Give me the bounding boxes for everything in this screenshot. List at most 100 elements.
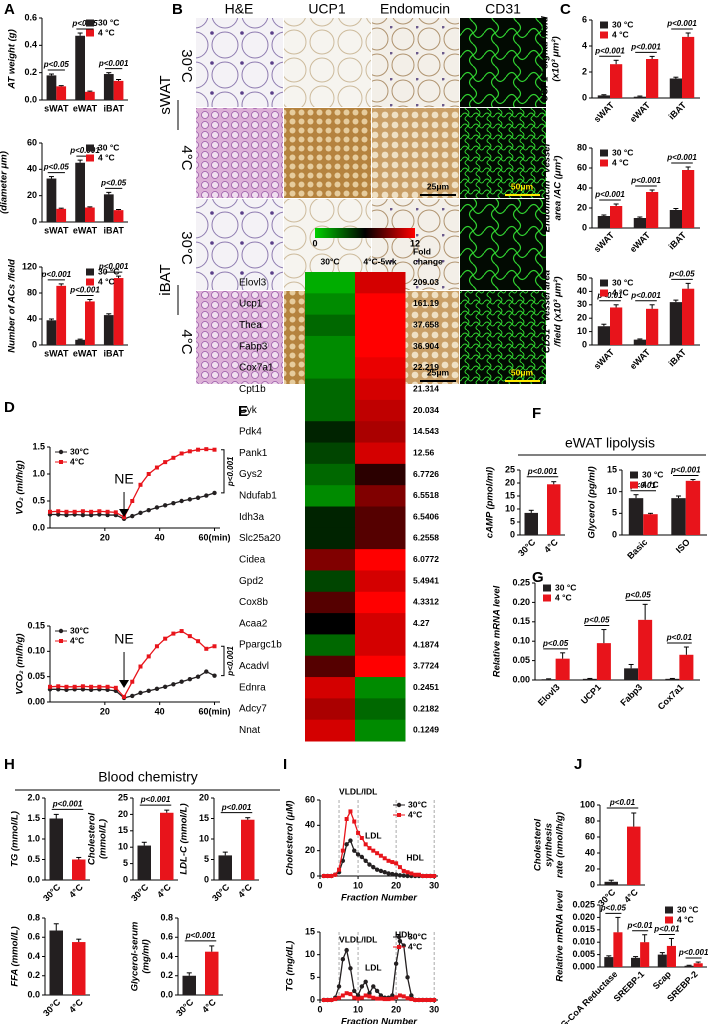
p-value: p<0.05 <box>583 616 610 625</box>
data-point <box>340 848 345 853</box>
y-axis-label: synthesis <box>544 823 555 867</box>
x-tick-label: 4°C <box>542 537 560 555</box>
legend-marker <box>396 934 402 940</box>
p-value: p<0.001 <box>630 291 661 300</box>
fold-change: 12.56 <box>413 447 435 457</box>
legend-swatch <box>600 159 608 167</box>
data-point <box>154 686 160 692</box>
gene-name: Nnat <box>239 725 260 736</box>
bar <box>671 498 686 535</box>
data-point <box>413 872 418 877</box>
y-tick-label: 0.015 <box>572 924 595 934</box>
data-point <box>204 447 209 452</box>
column-header: 30°C <box>321 256 340 266</box>
legend-marker <box>396 802 402 808</box>
y-axis-label: rate (nmol/h/g) <box>555 812 566 878</box>
fold-change: 6.7726 <box>413 469 439 479</box>
column-header: CD31 <box>485 1 521 17</box>
y-tick-label: 0.0 <box>27 989 40 999</box>
x-tick-label: 4°C <box>200 997 218 1015</box>
data-point <box>378 993 384 998</box>
y-tick-label: 2 <box>582 66 587 76</box>
y-tick-label: 0.8 <box>27 912 40 922</box>
data-point <box>359 836 364 840</box>
bar <box>682 288 695 345</box>
legend-label: 4 °C <box>98 152 115 162</box>
bar <box>684 965 694 967</box>
colorbar-label: 12 <box>410 238 420 248</box>
data-point <box>212 447 217 452</box>
y-axis-label: area /AC (μm²) <box>553 156 564 221</box>
bar <box>643 514 658 535</box>
p-value: p<0.01 <box>609 798 636 807</box>
temp-label: 30°C <box>178 231 195 265</box>
bar <box>633 218 646 228</box>
data-point <box>340 858 346 863</box>
bar <box>597 216 610 228</box>
data-point <box>171 631 176 636</box>
legend-marker <box>58 628 64 634</box>
legend-swatch <box>86 154 94 162</box>
bar <box>182 975 196 995</box>
data-point <box>359 995 364 1000</box>
data-point <box>428 998 433 1002</box>
data-point <box>371 995 376 1000</box>
legend-marker <box>59 639 63 643</box>
heatmap-cell <box>305 549 356 571</box>
temp-label: 4°C <box>178 329 195 354</box>
region-label: LDL <box>365 830 382 840</box>
data-point <box>204 669 209 674</box>
data-point <box>348 966 353 971</box>
data-point <box>363 979 368 985</box>
data-point <box>333 872 338 877</box>
legend-label: 4 °C <box>612 157 629 167</box>
y-tick-label: 10 <box>505 503 515 513</box>
x-tick-label: Cox7a1 <box>656 682 686 712</box>
data-point <box>321 874 326 878</box>
p-value: p<0.001 <box>594 190 625 199</box>
heatmap-cell <box>305 655 356 678</box>
data-point <box>424 874 429 878</box>
legend-label: 30 °C <box>98 266 119 276</box>
bar <box>610 307 623 345</box>
heatmap-cell <box>355 399 406 422</box>
data-point <box>348 809 353 814</box>
bar <box>75 339 85 345</box>
p-value: p<0.001 <box>41 270 72 279</box>
y-tick-label: 0.2 <box>24 67 37 77</box>
p-value: p<0.001 <box>678 948 709 957</box>
y-tick-label: 0.2 <box>160 970 173 980</box>
bar <box>85 91 95 100</box>
data-point <box>72 684 77 689</box>
heatmap-cell <box>305 570 356 593</box>
bar <box>241 819 255 880</box>
data-point <box>405 975 410 980</box>
heatmap-cell <box>305 591 356 614</box>
data-point <box>325 998 330 1002</box>
legend-swatch <box>600 279 608 287</box>
p-value: p<0.001 <box>670 466 701 475</box>
legend-label: 30 °C <box>642 469 663 479</box>
p-value: p<0.001 <box>185 931 216 940</box>
data-point <box>397 873 403 878</box>
y-tick-label: 0.6 <box>27 932 40 942</box>
annotation: NE <box>114 631 133 647</box>
x-tick-label: iBAT <box>103 348 124 358</box>
fold-change: 4.3312 <box>413 597 439 607</box>
data-point <box>397 938 403 944</box>
fold-change: 6.5406 <box>413 511 439 521</box>
y-tick-label: 10 <box>199 833 209 843</box>
y-tick-label: 0 <box>310 994 315 1004</box>
data-point <box>420 998 425 1002</box>
y-tick-label: 0.15 <box>27 620 45 630</box>
micrograph <box>460 291 546 384</box>
panel-label: I <box>283 756 287 773</box>
bar <box>627 826 641 885</box>
data-point <box>138 510 143 516</box>
bar <box>669 302 682 345</box>
micrograph <box>460 18 546 107</box>
data-point <box>390 993 395 998</box>
fold-change: 209.03 <box>413 277 439 287</box>
data-point <box>179 451 184 456</box>
bar <box>137 845 151 880</box>
